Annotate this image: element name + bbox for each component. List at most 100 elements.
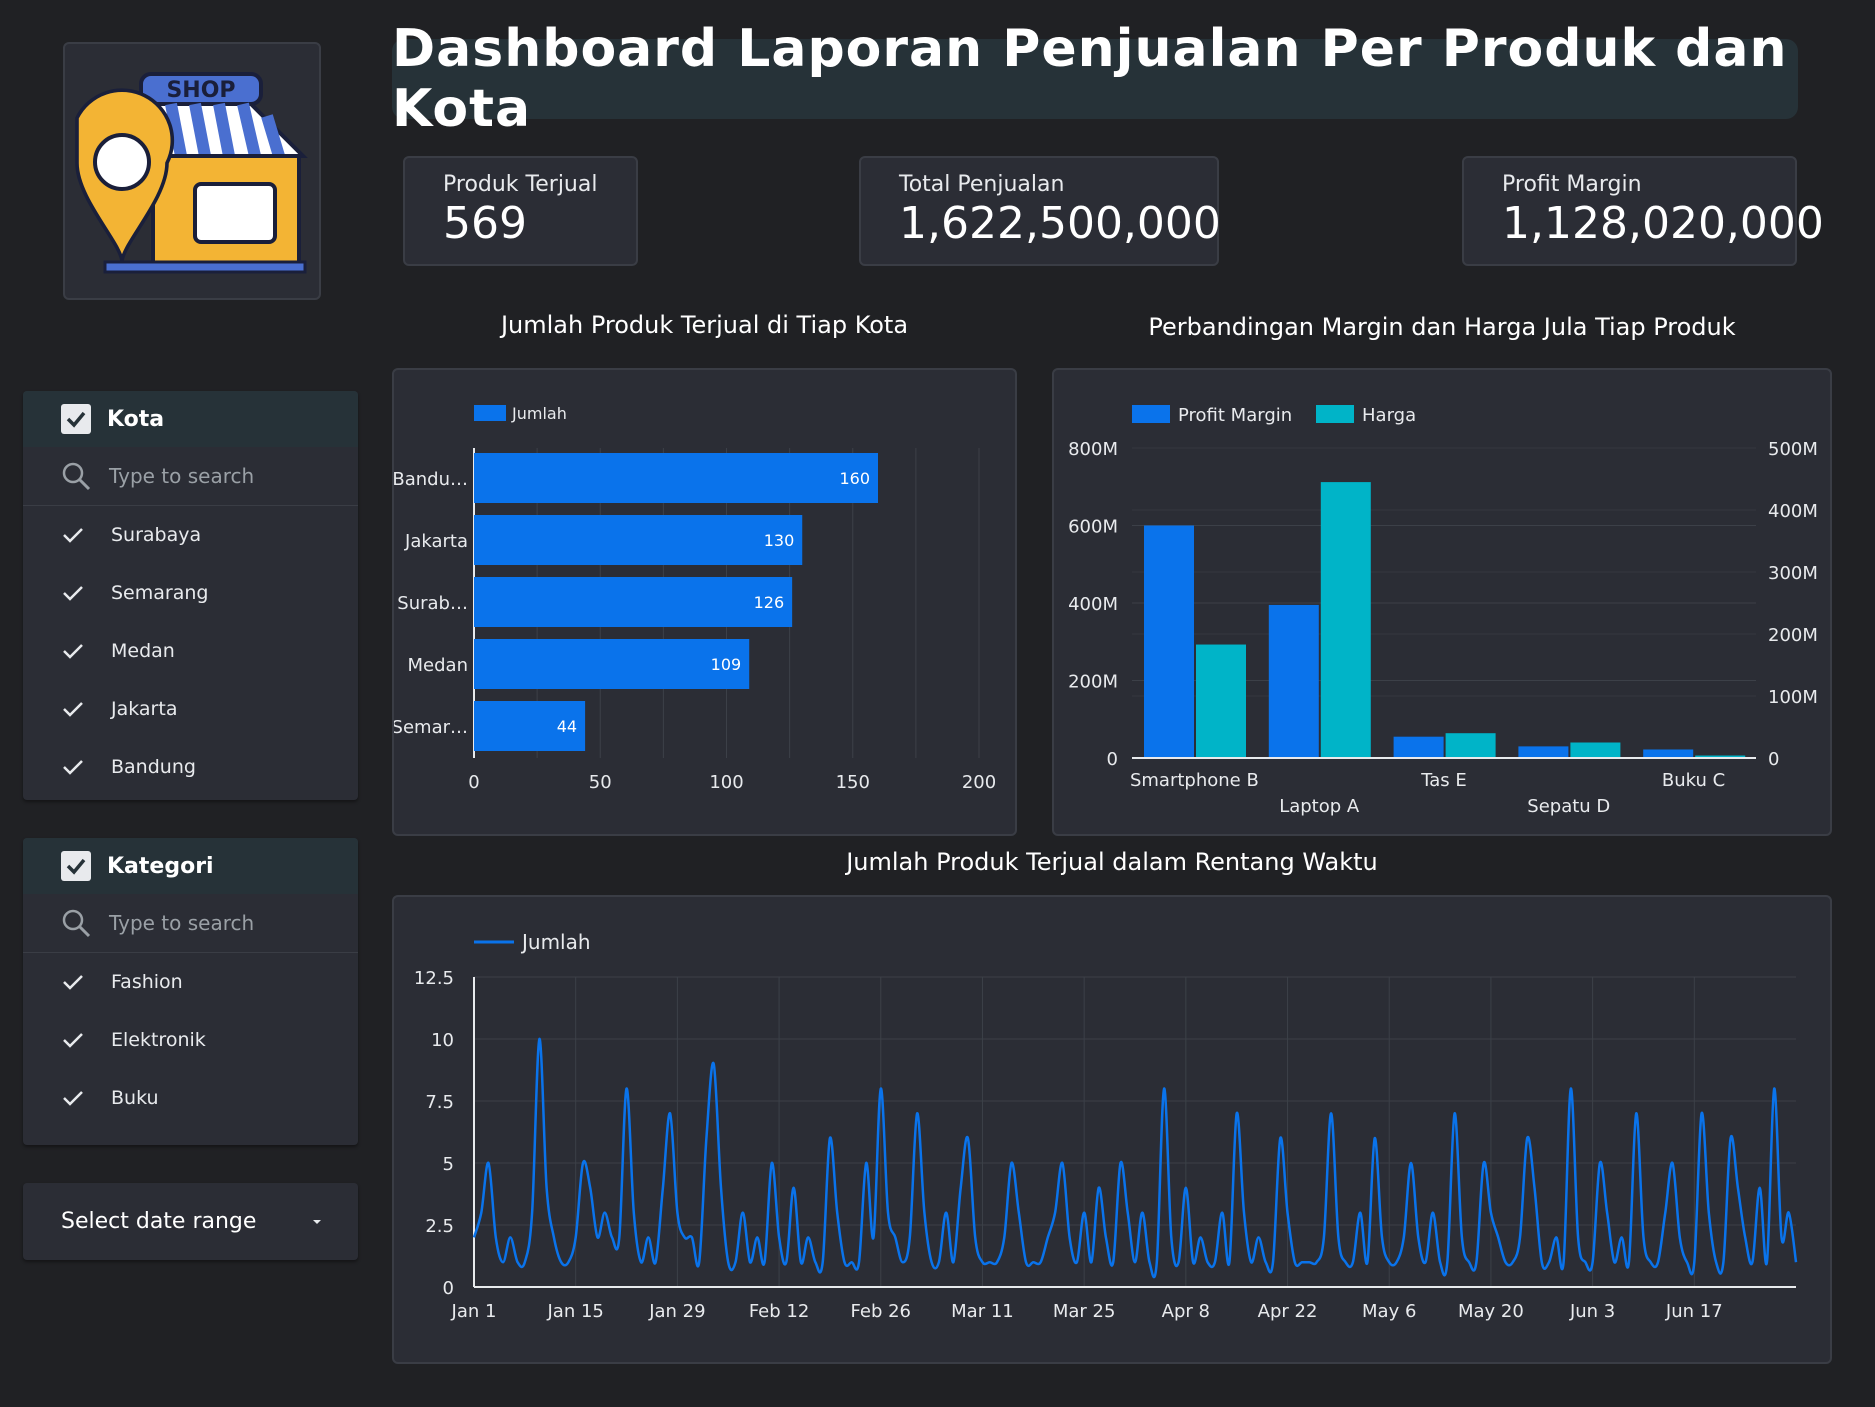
check-icon	[66, 858, 86, 875]
y-right-tick-label: 100M	[1768, 687, 1818, 708]
category-label: Medan	[408, 655, 468, 676]
x-tick-label: Jun 3	[1569, 1301, 1615, 1322]
filter-option[interactable]: Bandung	[23, 738, 358, 796]
time-chart-title: Jumlah Produk Terjual dalam Rentang Wakt…	[846, 848, 1378, 876]
bar-profit-margin[interactable]	[1268, 604, 1319, 758]
filter-option[interactable]: Surabaya	[23, 506, 358, 564]
x-tick-label: May 20	[1458, 1301, 1524, 1322]
bar-value-label: 44	[557, 717, 577, 736]
x-tick-label: May 6	[1362, 1301, 1416, 1322]
kota-filter-title: Kota	[107, 406, 165, 432]
checkmark-icon	[63, 586, 83, 601]
x-tick-label: Apr 8	[1162, 1301, 1210, 1322]
y-tick-label: 2.5	[425, 1216, 454, 1237]
checkmark-icon	[63, 1033, 83, 1048]
y-left-tick-label: 800M	[1068, 439, 1118, 460]
legend-label: Profit Margin	[1178, 405, 1292, 426]
search-placeholder: Type to search	[109, 464, 255, 488]
bar-profit-margin[interactable]	[1518, 746, 1569, 758]
y-tick-label: 12.5	[414, 968, 454, 989]
x-tick-label: Jan 1	[451, 1301, 497, 1322]
date-range-label: Select date range	[61, 1209, 257, 1234]
checkmark-icon	[63, 1091, 83, 1106]
select-all-checkbox[interactable]	[61, 404, 91, 434]
city-chart-title: Jumlah Produk Terjual di Tiap Kota	[500, 311, 909, 339]
time-line-chart-card: Jumlah 0 2.5 5 7.5 10 12.5 Jan 1 Jan 15 Jan 29 Feb…	[392, 895, 1832, 1364]
legend-label: Harga	[1362, 405, 1416, 426]
search-placeholder: Type to search	[109, 911, 255, 935]
y-tick-label: 7.5	[425, 1092, 454, 1113]
filter-option-label: Fashion	[111, 971, 183, 993]
legend-label: Jumlah	[520, 930, 591, 954]
filter-option[interactable]: Buku	[23, 1069, 358, 1127]
kpi-label: Profit Margin	[1502, 172, 1642, 197]
kpi-value: 1,128,020,000	[1502, 198, 1824, 249]
kpi-label: Produk Terjual	[443, 172, 598, 197]
checkmark-icon	[63, 528, 83, 543]
city-bar-chart: Jumlah 0 50 100 150 200 160 Bandu… 130 Jakarta 126…	[392, 404, 997, 793]
x-tick-label: Feb 12	[749, 1301, 810, 1322]
bar-value-label: 126	[754, 593, 785, 612]
y-left-tick-label: 200M	[1068, 672, 1118, 693]
legend-swatch	[474, 405, 506, 421]
bar-harga[interactable]	[1196, 644, 1246, 758]
bar-value-label: 130	[764, 531, 795, 550]
kpi-label: Total Penjualan	[899, 172, 1065, 197]
kategori-search-input[interactable]: Type to search	[23, 894, 358, 953]
y-left-tick-label: 0	[1107, 749, 1118, 770]
bar[interactable]	[474, 701, 586, 751]
filter-option-label: Buku	[111, 1087, 159, 1109]
product-chart-title: Perbandingan Margin dan Harga Jula Tiap …	[1148, 313, 1736, 341]
kpi-produk-terjual: Produk Terjual 569	[403, 156, 638, 266]
x-tick-label: 50	[589, 772, 612, 793]
bar[interactable]	[474, 453, 878, 503]
y-left-tick-label: 600M	[1068, 517, 1118, 538]
search-icon	[62, 462, 91, 491]
bar-value-label: 109	[711, 655, 742, 674]
product-bar-chart-card: Profit Margin Harga 0 200M 400M 600M 800M 0 100M…	[1052, 368, 1832, 836]
kota-search-input[interactable]: Type to search	[23, 447, 358, 506]
series-line-jumlah[interactable]	[472, 1037, 1798, 1279]
check-icon	[66, 411, 86, 428]
select-all-checkbox[interactable]	[61, 851, 91, 881]
bar-profit-margin[interactable]	[1643, 749, 1694, 758]
bar-value-label: 160	[839, 469, 870, 488]
filter-option-label: Medan	[111, 640, 175, 662]
kota-filter-header[interactable]: Kota	[23, 391, 358, 447]
filter-option[interactable]: Medan	[23, 622, 358, 680]
filter-option[interactable]: Jakarta	[23, 680, 358, 738]
x-tick-label: Apr 22	[1258, 1301, 1318, 1322]
date-range-selector[interactable]: Select date range	[23, 1183, 358, 1260]
bar[interactable]	[474, 639, 750, 689]
filter-option-label: Bandung	[111, 756, 196, 778]
bar-profit-margin[interactable]	[1144, 525, 1194, 759]
legend-label: Jumlah	[511, 404, 567, 423]
bar-harga[interactable]	[1320, 482, 1371, 758]
x-tick-label: 0	[468, 772, 479, 793]
y-left-tick-label: 400M	[1068, 594, 1118, 615]
legend-swatch	[1132, 405, 1170, 423]
checkmark-icon	[63, 644, 83, 659]
filter-option[interactable]: Semarang	[23, 564, 358, 622]
x-tick-label: Jan 15	[547, 1301, 604, 1322]
kategori-filter: Kategori Type to search Fashion Elektroni…	[23, 838, 358, 1145]
checkmark-icon	[63, 975, 83, 990]
kpi-profit-margin: Profit Margin 1,128,020,000	[1462, 156, 1824, 266]
bar[interactable]	[474, 515, 803, 565]
bar-harga[interactable]	[1570, 742, 1621, 759]
y-right-tick-label: 500M	[1768, 439, 1818, 460]
legend-swatch	[1316, 405, 1354, 423]
filter-option[interactable]: Fashion	[23, 953, 358, 1011]
category-label: Semar…	[394, 717, 468, 738]
dashboard-title: Dashboard Laporan Penjualan Per Produk d…	[392, 19, 1798, 139]
bar-harga[interactable]	[1445, 733, 1496, 758]
bar[interactable]	[474, 577, 793, 627]
bar-harga[interactable]	[1695, 755, 1746, 758]
bar-profit-margin[interactable]	[1393, 736, 1444, 758]
kategori-filter-header[interactable]: Kategori	[23, 838, 358, 894]
filter-option[interactable]: Elektronik	[23, 1011, 358, 1069]
time-line-chart: Jumlah 0 2.5 5 7.5 10 12.5 Jan 1 Jan 15 Jan 29 Feb…	[414, 930, 1798, 1322]
y-right-tick-label: 400M	[1768, 501, 1818, 522]
y-tick-label: 5	[443, 1154, 454, 1175]
kota-filter: Kota Type to search Surabaya Semarang Meda…	[23, 391, 358, 800]
